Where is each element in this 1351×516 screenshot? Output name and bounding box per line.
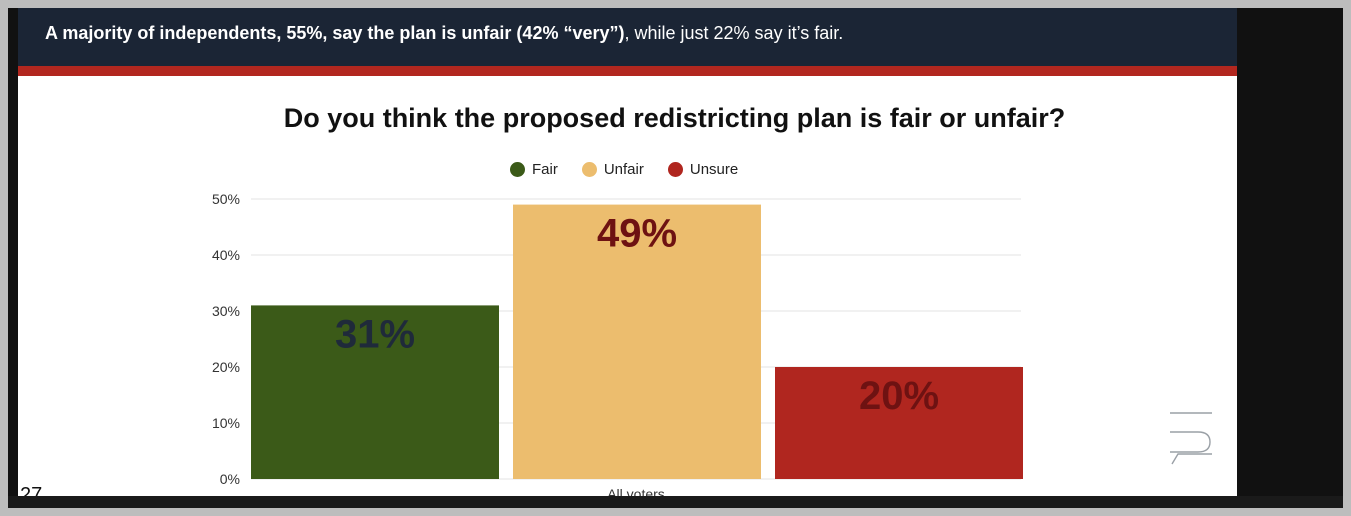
legend-swatch-fair [510, 162, 525, 177]
screen-bottom-strip [8, 496, 1343, 508]
chart-title: Do you think the proposed redistricting … [283, 103, 1066, 133]
chart-legend: Fair Unfair Unsure [510, 161, 738, 178]
legend-label-unfair: Unfair [603, 161, 644, 178]
data-label-unfair: 49% [597, 212, 677, 256]
header-caption: A majority of independents, 55%, say the… [45, 23, 843, 44]
bar-fair [251, 305, 499, 479]
legend-label-fair: Fair [532, 161, 558, 178]
accent-bar [18, 66, 1237, 76]
y-tick-label: 50% [212, 191, 240, 207]
legend-item-unsure: Unsure [667, 161, 739, 178]
y-tick-label: 30% [212, 303, 240, 319]
bar-unfair [513, 204, 761, 479]
data-label-unsure: 20% [859, 374, 939, 418]
y-tick-label: 10% [212, 415, 240, 431]
legend-label-unsure: Unsure [689, 161, 739, 178]
slide-header: A majority of independents, 55%, say the… [18, 8, 1237, 66]
legend-item-fair: Fair [510, 161, 558, 178]
legend-swatch-unsure [667, 162, 683, 177]
y-tick-label: 20% [212, 359, 240, 375]
header-bold-text: A majority of independents, 55%, say the… [45, 23, 625, 43]
bar-unsure [775, 367, 1023, 479]
legend-swatch-unfair [581, 162, 597, 177]
x-category-label: All voters [607, 486, 665, 496]
legend-item-unfair: Unfair [581, 161, 644, 178]
slide: A majority of independents, 55%, say the… [18, 8, 1237, 496]
y-tick-label: 0% [220, 471, 240, 487]
page-number: 27 [20, 484, 43, 496]
bar-chart: 0% 10% 20% 30% 40% 50% 31% 49% 20% All voters [212, 191, 1023, 496]
data-label-fair: 31% [335, 312, 415, 356]
brand-logo-icon [1170, 412, 1212, 465]
header-regular-text: , while just 22% say it’s fair. [624, 23, 844, 43]
y-tick-label: 40% [212, 247, 240, 263]
